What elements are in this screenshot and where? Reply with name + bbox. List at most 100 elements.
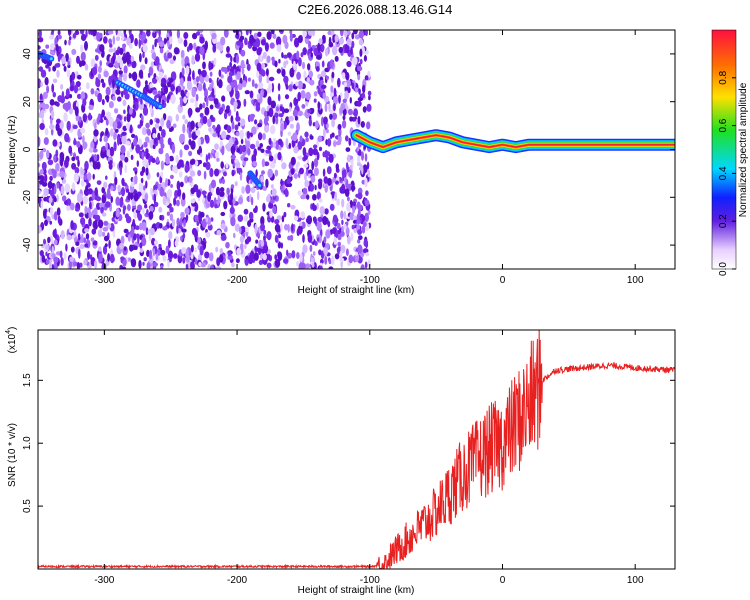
spectrogram-x-tick-label: 100 bbox=[627, 275, 644, 286]
noise-speckle bbox=[108, 163, 113, 170]
noise-speckle bbox=[105, 201, 111, 208]
noise-speckle bbox=[50, 110, 55, 119]
noise-speckle bbox=[76, 262, 80, 269]
noise-speckle bbox=[253, 148, 257, 158]
noise-speckle bbox=[207, 193, 212, 202]
noise-speckle bbox=[247, 254, 254, 265]
noise-speckle bbox=[344, 90, 349, 100]
noise-speckle bbox=[183, 32, 189, 39]
noise-speckle bbox=[249, 90, 254, 99]
noise-speckle bbox=[141, 127, 147, 136]
noise-speckle bbox=[179, 77, 184, 86]
noise-speckle bbox=[294, 98, 299, 104]
noise-speckle bbox=[51, 30, 55, 35]
noise-speckle bbox=[357, 155, 361, 163]
noise-speckle bbox=[130, 181, 135, 188]
noise-speckle bbox=[71, 234, 75, 240]
snr-x-tick-label: 0 bbox=[500, 575, 506, 586]
noise-speckle bbox=[346, 60, 352, 68]
noise-speckle bbox=[139, 248, 144, 253]
noise-speckle bbox=[122, 99, 127, 107]
noise-speckle bbox=[275, 116, 279, 125]
noise-speckle bbox=[172, 165, 178, 173]
noise-speckle bbox=[79, 30, 85, 35]
noise-speckle bbox=[299, 253, 303, 263]
noise-speckle bbox=[152, 30, 156, 33]
noise-speckle bbox=[251, 99, 254, 105]
noise-speckle bbox=[75, 155, 80, 161]
noise-speckle bbox=[284, 187, 288, 198]
noise-speckle bbox=[348, 254, 354, 264]
noise-speckle bbox=[237, 214, 244, 222]
noise-speckle bbox=[110, 196, 113, 203]
noise-speckle bbox=[132, 167, 138, 172]
noise-speckle bbox=[40, 109, 45, 119]
noise-speckle bbox=[133, 192, 139, 202]
noise-speckle bbox=[108, 48, 114, 53]
noise-speckle bbox=[219, 254, 224, 263]
noise-speckle bbox=[239, 129, 245, 140]
noise-speckle bbox=[194, 247, 197, 253]
noise-speckle bbox=[156, 172, 160, 178]
noise-speckle bbox=[310, 175, 316, 183]
noise-speckle bbox=[233, 104, 237, 113]
snr-multiplier-exp: 4 bbox=[5, 330, 12, 334]
noise-speckle bbox=[172, 253, 178, 259]
noise-speckle bbox=[255, 239, 259, 244]
noise-speckle bbox=[80, 44, 84, 53]
noise-speckle bbox=[143, 141, 148, 148]
noise-speckle bbox=[325, 47, 329, 57]
noise-speckle bbox=[269, 162, 276, 169]
noise-speckle bbox=[368, 95, 371, 101]
noise-speckle bbox=[209, 167, 214, 178]
noise-speckle bbox=[204, 106, 210, 116]
noise-speckle bbox=[149, 205, 154, 213]
noise-speckle bbox=[57, 128, 63, 137]
noise-speckle bbox=[195, 129, 201, 136]
noise-speckle bbox=[190, 261, 195, 269]
noise-speckle bbox=[320, 84, 327, 90]
noise-speckle bbox=[256, 47, 262, 56]
noise-speckle bbox=[281, 52, 284, 59]
noise-speckle bbox=[295, 81, 299, 87]
noise-speckle bbox=[297, 140, 303, 150]
noise-speckle bbox=[202, 61, 206, 70]
noise-speckle bbox=[69, 202, 75, 211]
noise-speckle bbox=[56, 70, 60, 78]
noise-speckle bbox=[351, 40, 355, 49]
noise-speckle bbox=[69, 85, 75, 92]
noise-speckle bbox=[217, 131, 220, 138]
noise-speckle bbox=[201, 218, 207, 228]
noise-speckle bbox=[68, 39, 71, 46]
noise-speckle bbox=[260, 216, 265, 226]
noise-speckle bbox=[120, 256, 125, 261]
noise-speckle bbox=[274, 223, 281, 233]
noise-speckle bbox=[167, 137, 172, 146]
noise-speckle bbox=[188, 138, 192, 146]
noise-speckle bbox=[164, 56, 169, 62]
noise-speckle bbox=[314, 120, 319, 129]
noise-speckle bbox=[321, 43, 324, 53]
noise-speckle bbox=[235, 31, 240, 40]
noise-speckle bbox=[366, 103, 372, 112]
noise-speckle bbox=[152, 89, 158, 95]
noise-speckle bbox=[332, 112, 338, 120]
noise-speckle bbox=[241, 144, 247, 153]
noise-speckle bbox=[283, 54, 288, 59]
noise-speckle bbox=[144, 193, 148, 202]
noise-speckle bbox=[131, 60, 137, 69]
noise-speckle bbox=[205, 231, 211, 238]
noise-speckle bbox=[111, 217, 116, 222]
noise-speckle bbox=[333, 141, 336, 147]
noise-speckle bbox=[358, 30, 364, 39]
noise-speckle bbox=[41, 254, 46, 263]
noise-speckle bbox=[144, 57, 148, 65]
noise-speckle bbox=[178, 171, 183, 178]
noise-speckle bbox=[198, 122, 202, 129]
noise-speckle bbox=[192, 32, 198, 40]
noise-speckle bbox=[345, 248, 349, 256]
noise-speckle bbox=[212, 132, 218, 138]
noise-speckle bbox=[364, 153, 368, 162]
noise-speckle bbox=[356, 146, 360, 152]
